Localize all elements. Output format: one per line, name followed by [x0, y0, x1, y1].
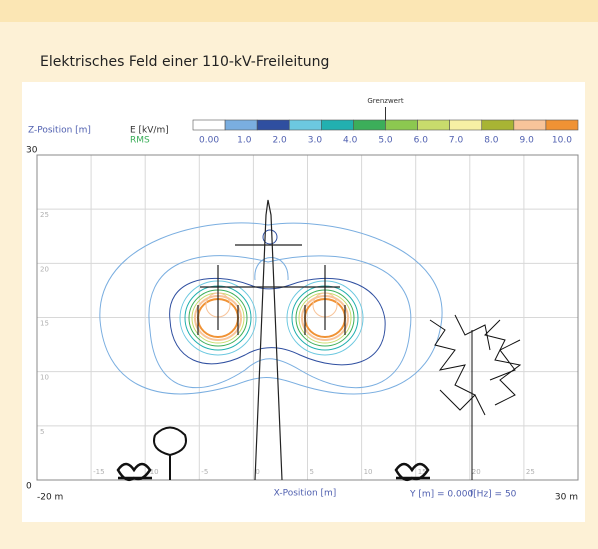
colorbar-tick-label: 6.0 — [414, 136, 429, 146]
x-tick-label: 20 — [472, 468, 481, 476]
param: Y [m] = 0.000 — [409, 490, 473, 500]
colorbar-swatch — [224, 119, 258, 131]
colorbar-swatch — [256, 119, 290, 131]
bush — [394, 462, 430, 481]
branches — [429, 314, 522, 416]
colorbar-sublabel: RMS — [130, 136, 150, 146]
top-band — [0, 0, 598, 22]
colorbar-swatch — [449, 119, 483, 131]
contour — [262, 229, 278, 245]
colorbar-swatch — [417, 119, 450, 131]
colorbar-swatch — [321, 119, 354, 131]
colorbar-tick-label: 3.0 — [308, 136, 323, 146]
contour — [148, 255, 412, 389]
y-tick-label: 15 — [40, 320, 49, 328]
colorbar-tick-label: 5.0 — [378, 136, 393, 146]
y-max-label: 30 — [26, 146, 38, 156]
colorbar-tick-label: 1.0 — [237, 136, 252, 146]
contour — [99, 222, 443, 395]
limit-label: Grenzwert — [367, 97, 403, 105]
x-max-label: 30 m — [555, 493, 578, 503]
colorbar-tick-label: 0.00 — [199, 136, 219, 146]
colorbar-tick-label: 2.0 — [272, 136, 287, 146]
x-tick-label: 10 — [364, 468, 373, 476]
x-min-label: -20 m — [37, 493, 63, 503]
x-axis-label: X-Position [m] — [274, 489, 337, 499]
y-tick-label: 20 — [40, 265, 49, 273]
colorbar-swatch — [545, 119, 579, 131]
bush — [116, 462, 152, 481]
x-tick-label: -5 — [201, 468, 208, 476]
labels: 0.00 1.0 2.0 3.0 4.0 5.0 6.0 7.0 8.0 9.0 10.0 Grenz… — [192, 97, 579, 146]
panel — [22, 82, 585, 522]
tower-body — [254, 199, 283, 481]
y-tick-label: 5 — [40, 428, 44, 436]
contour — [169, 278, 386, 366]
title: Elektrisches Feld einer 110-kV-Freileitu… — [40, 54, 329, 70]
colorbar-swatch — [513, 119, 547, 131]
colorbar-swatch — [353, 119, 386, 131]
colorbar-swatch — [288, 119, 322, 131]
y-tick-label: 10 — [40, 374, 49, 382]
x-tick-label: 25 — [526, 468, 535, 476]
y-axis-label: Z-Position [m] — [28, 126, 91, 136]
colorbar-tick-label: 4.0 — [343, 136, 358, 146]
x-tick-label: -10 — [147, 468, 158, 476]
colorbar-tick-label: 8.0 — [484, 136, 499, 146]
colorbar-tick-label: 9.0 — [520, 136, 535, 146]
colorbar-swatch — [481, 119, 515, 131]
contour — [254, 257, 289, 281]
x-tick-label: 0 — [255, 468, 259, 476]
colorbar-tick-label: 7.0 — [449, 136, 464, 146]
trees — [116, 314, 522, 481]
colorbar-label: E [kV/m] — [130, 126, 169, 136]
colorbar-swatch — [385, 119, 418, 131]
small-tree — [153, 426, 187, 480]
x-tick-label: 15 — [418, 468, 427, 476]
colorbar-tick-label: 10.0 — [552, 136, 572, 146]
colorbar-swatch — [192, 119, 226, 131]
y-min-label: 0 — [26, 482, 32, 492]
x-tick-label: -15 — [93, 468, 104, 476]
param: f[Hz] = 50 — [470, 490, 517, 500]
grid: -15 -10 -5 0 5 10 15 20 25 5 10 15 20 25 — [37, 155, 578, 480]
x-tick-label: 5 — [310, 468, 314, 476]
plot-frame — [36, 154, 579, 481]
y-tick-label: 25 — [40, 211, 49, 219]
tower — [197, 199, 346, 481]
